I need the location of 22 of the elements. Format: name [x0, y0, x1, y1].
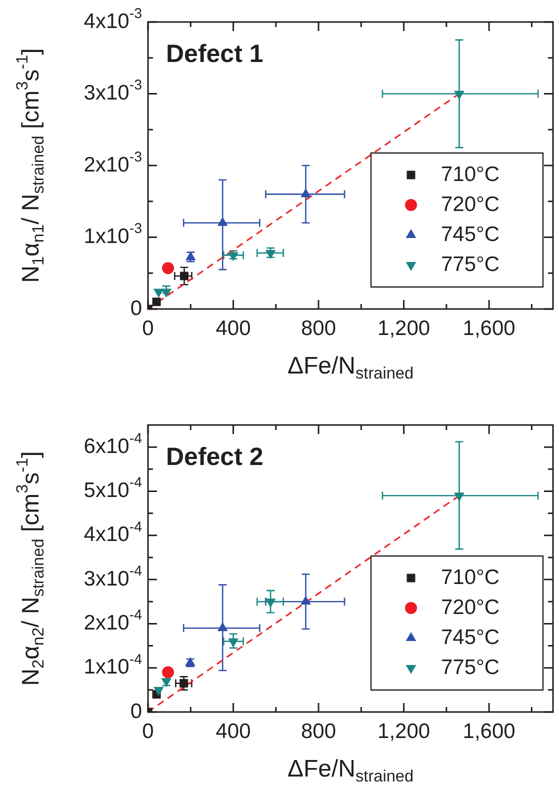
legend-label: 745°C [441, 222, 500, 246]
text: N2αn2/ Nstrained [cm3s-1] [13, 451, 48, 686]
y-tick-label: 0 [130, 700, 142, 723]
legend-label: 775°C [441, 252, 500, 276]
x-tick-label: 800 [301, 316, 336, 340]
legend-label: 745°C [441, 626, 500, 649]
legend-label: 720°C [441, 192, 500, 216]
x-tick-label: 400 [216, 720, 251, 743]
legend-label: 710°C [441, 566, 500, 589]
x-tick-label: 1,200 [378, 720, 430, 743]
text: Defect 1 [166, 40, 264, 68]
legend-label: 710°C [441, 162, 500, 186]
text: N1αn1/ Nstrained [cm3s-1] [13, 48, 48, 283]
text: Defect 2 [166, 442, 264, 471]
y-tick-label: 0 [130, 296, 142, 320]
x-tick-label: 400 [216, 316, 251, 340]
legend-label: 775°C [441, 656, 500, 679]
x-tick-label: 1,600 [462, 316, 516, 340]
x-tick-label: 800 [301, 720, 336, 743]
x-tick-label: 1,200 [378, 316, 430, 340]
legend-label: 720°C [441, 596, 500, 619]
x-tick-label: 1,600 [462, 720, 516, 743]
